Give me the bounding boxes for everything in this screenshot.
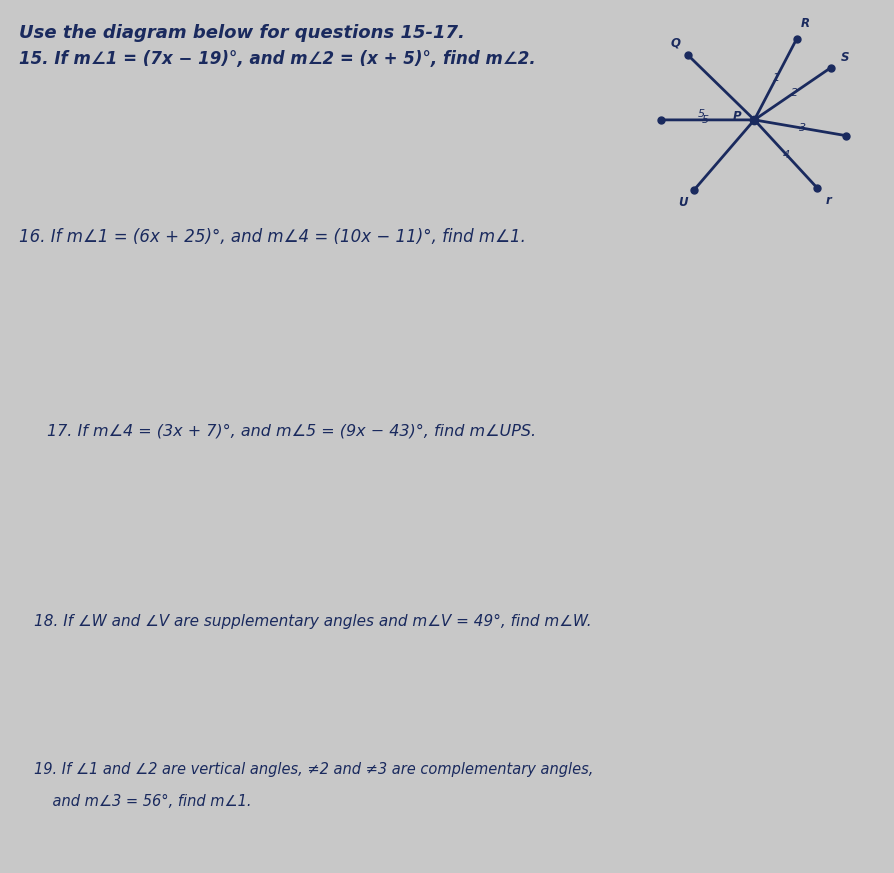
Text: 18. If ∠W and ∠V are supplementary angles and m∠V = 49°, find m∠W.: 18. If ∠W and ∠V are supplementary angle… (34, 615, 591, 629)
Text: R: R (799, 17, 808, 30)
Text: and m∠3 = 56°, find m∠1.: and m∠3 = 56°, find m∠1. (34, 794, 251, 809)
Text: 2: 2 (789, 87, 797, 98)
Text: S: S (840, 52, 848, 65)
Text: P: P (731, 110, 740, 123)
Text: 4: 4 (782, 150, 789, 160)
Text: 3: 3 (797, 123, 805, 133)
Text: 5: 5 (696, 109, 704, 119)
Text: 17. If m∠4 = (3x + 7)°, and m∠5 = (9x − 43)°, find m∠UPS.: 17. If m∠4 = (3x + 7)°, and m∠5 = (9x − … (47, 423, 536, 438)
Text: U: U (678, 196, 687, 210)
Text: 15. If m∠1 = (7x − 19)°, and m∠2 = (x + 5)°, find m∠2.: 15. If m∠1 = (7x − 19)°, and m∠2 = (x + … (19, 51, 535, 68)
Text: Use the diagram below for questions 15-17.: Use the diagram below for questions 15-1… (19, 24, 464, 43)
Text: 5: 5 (702, 115, 709, 125)
Text: 1: 1 (772, 72, 779, 83)
Text: Q: Q (670, 37, 680, 50)
Text: r: r (825, 194, 831, 207)
Text: 19. If ∠1 and ∠2 are vertical angles, ≠2 and ≠3 are complementary angles,: 19. If ∠1 and ∠2 are vertical angles, ≠2… (34, 762, 593, 777)
Text: 16. If m∠1 = (6x + 25)°, and m∠4 = (10x − 11)°, find m∠1.: 16. If m∠1 = (6x + 25)°, and m∠4 = (10x … (19, 229, 525, 246)
